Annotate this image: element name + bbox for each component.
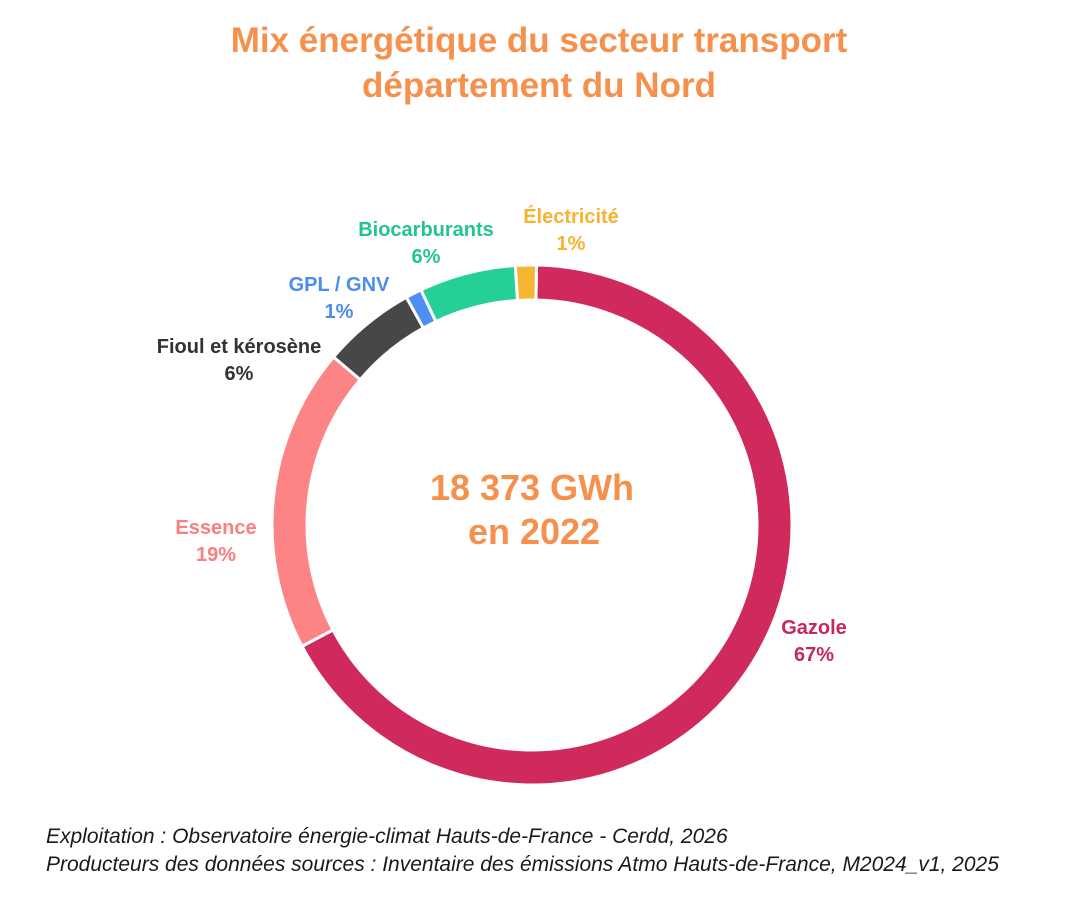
slice-electricite bbox=[513, 263, 539, 302]
chart-title-line-2: département du Nord bbox=[362, 66, 716, 105]
slice-biocarburants bbox=[419, 264, 520, 324]
slice-label-biocarburants: Biocarburants bbox=[358, 219, 494, 241]
donut-slices bbox=[270, 263, 794, 787]
source-footer: Exploitation : Observatoire énergie-clim… bbox=[46, 823, 999, 879]
slice-percent-fioul-et-kerosene: 6% bbox=[225, 363, 254, 385]
chart-title-line-1: Mix énergétique du secteur transport bbox=[230, 21, 848, 60]
slice-gazole bbox=[300, 263, 794, 787]
slice-percent-electricite: 1% bbox=[557, 233, 586, 255]
footer-exploitation: Exploitation : Observatoire énergie-clim… bbox=[46, 825, 728, 848]
slice-label-fioul-et-kerosene: Fioul et kérosène bbox=[157, 336, 322, 358]
slice-essence bbox=[270, 355, 362, 648]
chart-title: Mix énergétique du secteur transport dép… bbox=[0, 18, 1078, 108]
slice-label-gazole: Gazole bbox=[781, 617, 847, 639]
slice-percent-essence: 19% bbox=[196, 544, 236, 566]
slice-label-essence: Essence bbox=[175, 517, 256, 539]
slice-percent-gazole: 67% bbox=[794, 644, 834, 666]
footer-sources: Producteurs des données sources : Invent… bbox=[46, 853, 999, 876]
slice-percent-gpl-gnv: 1% bbox=[325, 301, 354, 323]
center-label: 18 373 GWh en 2022 bbox=[430, 467, 634, 552]
slice-labels: Gazole 67% Essence 19% Fioul et kérosène 6% GP… bbox=[157, 205, 847, 666]
donut-chart: Gazole 67% Essence 19% Fioul et kérosène 6% GP… bbox=[157, 205, 847, 787]
center-total-label: 18 373 GWh bbox=[430, 467, 634, 508]
slice-label-electricite: Électricité bbox=[523, 205, 619, 228]
slice-label-gpl-gnv: GPL / GNV bbox=[289, 274, 390, 296]
center-year-label: en 2022 bbox=[468, 511, 600, 552]
slice-percent-biocarburants: 6% bbox=[412, 246, 441, 268]
